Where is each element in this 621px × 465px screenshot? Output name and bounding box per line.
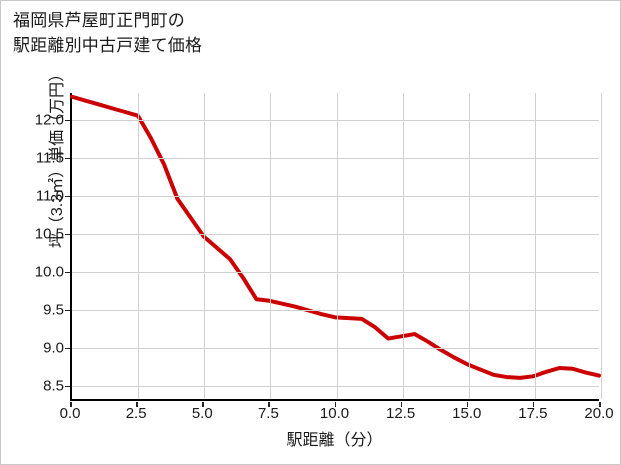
x-tick-label: 10.0	[319, 405, 350, 422]
x-tick-mark	[70, 402, 72, 407]
price-line-path	[70, 94, 601, 380]
gridline-horizontal	[72, 119, 599, 121]
y-tick-label: 11.0	[35, 187, 64, 205]
gridline-horizontal	[72, 271, 599, 273]
x-tick-label: 15.0	[452, 405, 482, 422]
y-tick-mark	[65, 233, 70, 236]
plot-area	[70, 93, 602, 401]
price-line-series	[70, 94, 601, 380]
gridline-horizontal	[72, 347, 599, 349]
y-axis-ticks: 8.5 9.0 9.5 10.0 10.5 11.0 11.5 12.0	[1, 93, 64, 401]
x-tick-label: 0.0	[59, 405, 81, 422]
gridline-vertical	[534, 93, 536, 399]
x-tick-mark	[334, 402, 337, 407]
y-tick-mark	[65, 309, 70, 312]
x-tick-label: 5.0	[191, 405, 213, 422]
gridline-vertical	[270, 93, 272, 399]
gridline-vertical	[468, 93, 470, 399]
y-tick-mark	[65, 157, 70, 160]
gridline-vertical	[138, 93, 140, 399]
x-tick-mark	[599, 402, 601, 407]
x-tick-mark	[400, 402, 403, 407]
gridline-horizontal	[72, 157, 599, 159]
y-tick-label: 10.5	[34, 225, 64, 243]
x-tick-label: 20.0	[584, 405, 614, 422]
gridline-vertical	[336, 93, 338, 399]
y-tick-label: 9.0	[43, 339, 64, 357]
gridline-vertical	[402, 93, 404, 399]
chart-title: 福岡県芦屋町正門町の 駅距離別中古戸建て価格	[13, 11, 203, 55]
x-tick-label: 2.5	[125, 405, 147, 422]
gridline-horizontal	[72, 385, 599, 387]
y-tick-label: 11.5	[35, 149, 64, 167]
x-tick-mark	[466, 402, 469, 407]
y-tick-mark	[65, 347, 70, 350]
x-tick-mark	[268, 402, 270, 407]
y-tick-mark	[65, 195, 70, 198]
x-axis-label: 駅距離（分）	[286, 432, 383, 449]
gridline-horizontal	[72, 233, 599, 235]
gridline-horizontal	[72, 309, 599, 311]
y-tick-mark	[65, 119, 70, 122]
y-tick-label: 9.5	[43, 301, 64, 319]
gridline-vertical	[204, 93, 206, 399]
x-tick-label: 7.5	[257, 405, 279, 422]
y-tick-label: 8.5	[43, 377, 64, 395]
x-tick-label: 17.5	[518, 405, 548, 422]
x-tick-mark	[532, 402, 535, 407]
gridline-vertical	[601, 93, 602, 399]
y-tick-mark	[65, 271, 70, 274]
x-tick-mark	[202, 402, 204, 407]
x-tick-label: 12.5	[386, 405, 416, 422]
gridline-horizontal	[72, 195, 599, 197]
y-tick-mark	[65, 385, 70, 388]
y-tick-label: 10.0	[34, 263, 64, 281]
x-tick-mark	[136, 402, 138, 407]
y-tick-label: 12.0	[34, 111, 64, 129]
